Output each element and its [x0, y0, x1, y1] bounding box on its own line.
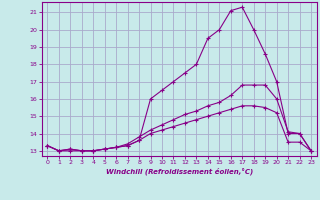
X-axis label: Windchill (Refroidissement éolien,°C): Windchill (Refroidissement éolien,°C) — [106, 168, 253, 175]
